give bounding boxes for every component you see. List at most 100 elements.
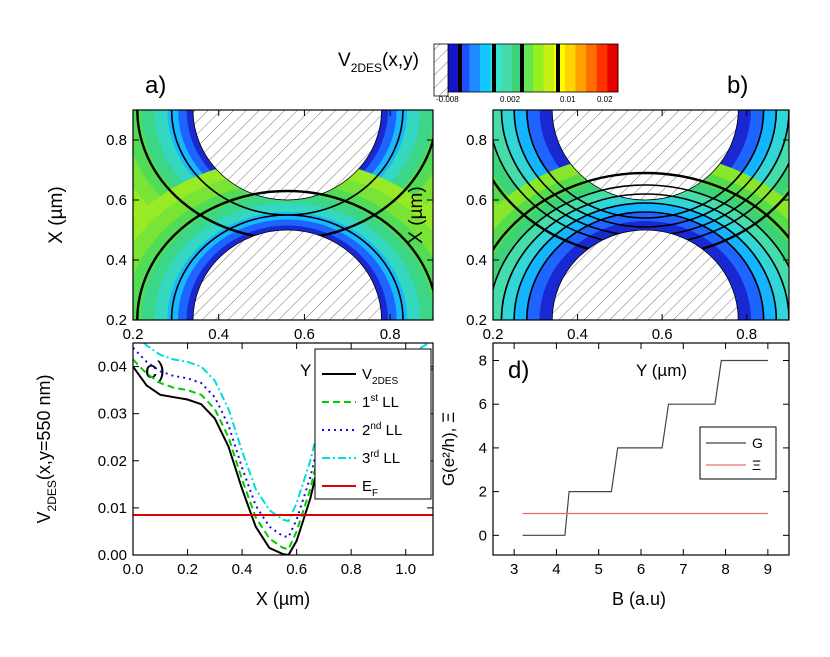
x-tick-label: 6 <box>637 561 645 578</box>
panel-label-b: b) <box>727 72 748 99</box>
legend-entry: V2DES <box>362 366 398 387</box>
colorbar-band <box>586 44 598 92</box>
panel-label-a: a) <box>145 72 166 99</box>
x-tick-label: 4 <box>552 561 560 578</box>
colorbar-band <box>543 44 555 92</box>
colorbar-tick: -0.008 <box>436 95 459 104</box>
lines-c <box>133 343 433 555</box>
legend-entry: Ξ <box>752 457 761 473</box>
legend-box <box>699 426 777 480</box>
equipotential-contour <box>513 202 778 320</box>
equipotential-contour <box>136 189 433 320</box>
legend-entry: G <box>752 435 763 451</box>
x-tick-label: 0.2 <box>483 326 504 343</box>
x-tick-label: 0.8 <box>380 326 401 343</box>
colorbar-tick: 0.01 <box>560 95 576 104</box>
series-line <box>133 358 433 551</box>
y-tick-label: 0.2 <box>466 312 487 329</box>
ticks-b: 0.2 0.4 0.6 0.8 0.2 0.4 0.6 0.8 <box>466 110 789 343</box>
x-tick-label: 0.4 <box>567 326 588 343</box>
colorbar-band <box>469 44 481 92</box>
legend-box <box>314 348 432 500</box>
ticks-c: 0.0 0.2 0.4 0.6 0.8 1.0 0.00 0.01 0.02 0.03 0.04 <box>98 343 433 578</box>
equipotential-contour <box>493 184 789 293</box>
equipotential-contour <box>500 193 789 320</box>
colorbar-band <box>511 44 523 92</box>
y-tick-label: 0.8 <box>106 132 127 149</box>
colorbar-band <box>607 44 619 92</box>
colorbar: V2DES(x,y) -0.008 0.002 0.01 0.02 <box>338 43 619 104</box>
panel-label-d: d) <box>508 357 529 384</box>
colorbar-band <box>522 44 534 92</box>
colorbar-contour-mark <box>556 44 560 92</box>
colorbar-band <box>533 44 545 92</box>
plot-frame-c <box>132 342 434 556</box>
x-tick-label: 1.0 <box>395 561 416 578</box>
colorbar-strip <box>447 43 619 93</box>
y-tick-label: 6 <box>479 396 487 413</box>
legend-entry: 1st LL <box>362 393 399 411</box>
equipotential-contour <box>493 171 789 252</box>
y-axis-label-b: X (µm) <box>406 186 427 243</box>
y-tick-label: 0.01 <box>98 500 127 517</box>
y-tick-label: 0.4 <box>106 252 127 269</box>
colorbar-band <box>458 44 470 92</box>
panel-b: b) 0.2 0.4 0.6 0.8 0.2 0.4 0.6 0.8 X (µm) <box>406 72 790 343</box>
potential-map-b <box>493 110 789 320</box>
x-tick-label: 0.8 <box>736 326 757 343</box>
series-line <box>133 366 325 555</box>
y-tick-label: 0.03 <box>98 406 127 423</box>
series-line <box>133 347 433 539</box>
colorbar-contour-mark <box>458 44 462 92</box>
legend-c: V2DES 1st LL 2nd LL 3rd LL EF <box>314 348 432 500</box>
y-tick-label: 8 <box>479 352 487 369</box>
x-axis-label-b: Y (µm) <box>636 361 687 380</box>
equipotential-contour <box>170 214 404 320</box>
colorbar-contour-mark <box>492 44 496 92</box>
legend-d: GΞ <box>699 426 777 480</box>
gate-electrode <box>192 110 382 201</box>
equipotential-contour <box>513 110 778 228</box>
lines-d <box>522 359 768 536</box>
colorbar-band <box>490 44 502 92</box>
panel-c: c) Y (µm) 0.00.20.40.60.81.00.000.010.02… <box>34 342 434 609</box>
y-tick-label: 0.02 <box>98 453 127 470</box>
colorbar-band <box>564 44 576 92</box>
y-axis-label-d: G(e²/h), Ξ <box>439 412 458 486</box>
y-tick-label: 0.6 <box>106 192 127 209</box>
y-tick-label: 2 <box>479 484 487 501</box>
colorbar-tick: 0.002 <box>500 95 521 104</box>
x-tick-label: 0.6 <box>294 326 315 343</box>
gate-electrode <box>192 229 382 320</box>
gate-electrode <box>551 229 739 320</box>
y-axis-label-a: X (µm) <box>46 186 67 243</box>
x-tick-label: 3 <box>510 561 518 578</box>
colorbar-band <box>448 44 460 92</box>
colorbar-band <box>479 44 491 92</box>
y-tick-label: 0.6 <box>466 192 487 209</box>
x-tick-label: 9 <box>764 561 772 578</box>
ticks-a: 0.2 0.4 0.6 0.8 0.2 0.4 0.6 0.8 <box>106 110 433 343</box>
x-tick-label: 5 <box>595 561 603 578</box>
panel-label-c: c) <box>145 357 165 384</box>
y-tick-label: 0.4 <box>466 252 487 269</box>
legend-entry: 2nd LL <box>362 421 402 439</box>
y-tick-label: 0.2 <box>106 312 127 329</box>
x-tick-label: 0.6 <box>286 561 307 578</box>
y-tick-label: 0 <box>479 527 487 544</box>
x-tick-label: 0.4 <box>232 561 253 578</box>
x-tick-label: 0.0 <box>123 561 144 578</box>
plot-frame-a <box>132 109 434 321</box>
equipotential-contour <box>526 110 765 219</box>
x-tick-label: 0.8 <box>341 561 362 578</box>
colorbar-tick: 0.02 <box>597 95 613 104</box>
x-tick-label: 0.4 <box>208 326 229 343</box>
legend-entry: EF <box>362 478 378 499</box>
colorbar-band <box>596 44 608 92</box>
x-tick-label: 0.2 <box>177 561 198 578</box>
panel-a: a) 0.2 0.4 0.6 0.8 0.2 0.4 0.6 0.8 X (µm) <box>46 72 434 343</box>
equipotential-contour <box>526 211 765 320</box>
plot-frame-b <box>492 109 790 321</box>
colorbar-band <box>575 44 587 92</box>
